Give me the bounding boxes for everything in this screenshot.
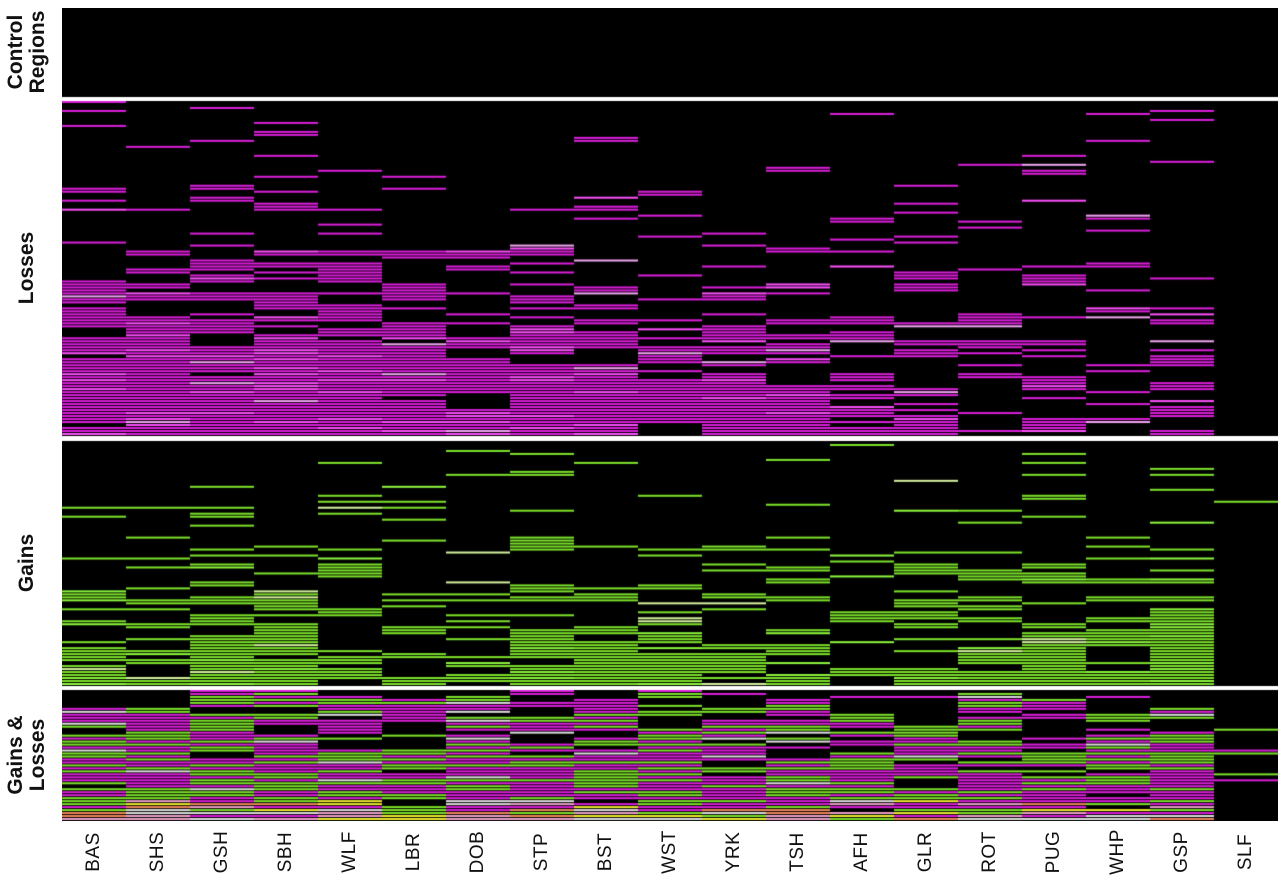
x-axis-label-dob: DOB — [467, 830, 488, 874]
section-label-line: Gains & — [4, 715, 28, 795]
section-label-gains: Gains — [15, 533, 39, 593]
x-axis-label-bas: BAS — [83, 832, 104, 872]
x-axis-label-pug: PUG — [1043, 830, 1064, 874]
section-label-line: Gains — [15, 533, 39, 593]
x-axis-label-lbr: LBR — [403, 832, 424, 872]
section-label-line: Losses — [15, 231, 39, 305]
section-label-line: Control — [4, 14, 28, 90]
x-axis-label-yrk: YRK — [723, 831, 744, 873]
section-label-gains-and-losses: Gains & Losses — [4, 715, 49, 795]
x-axis-label-tsh: TSH — [787, 832, 808, 872]
x-axis-label-whp: WHP — [1107, 829, 1128, 875]
x-axis-label-sbh: SBH — [275, 831, 296, 873]
x-axis-label-glr: GLR — [915, 831, 936, 873]
section-label-line: Regions — [26, 10, 49, 94]
section-label-control-regions: Control Regions — [4, 10, 49, 94]
x-axis-label-bst: BST — [595, 832, 616, 872]
heatmap-canvas — [62, 8, 1278, 821]
x-axis-label-slf: SLF — [1235, 833, 1256, 871]
x-axis-label-stp: STP — [531, 832, 552, 872]
section-label-losses: Losses — [15, 231, 39, 305]
x-axis-label-afh: AFH — [851, 832, 872, 872]
x-axis-label-gsh: GSH — [211, 830, 232, 874]
x-axis-label-gsp: GSP — [1171, 831, 1192, 873]
x-axis-label-wlf: WLF — [339, 831, 360, 873]
x-axis-label-wst: WST — [659, 830, 680, 874]
x-axis-label-shs: SHS — [147, 831, 168, 873]
section-label-line: Losses — [26, 718, 49, 792]
x-axis-label-rot: ROT — [979, 831, 1000, 873]
